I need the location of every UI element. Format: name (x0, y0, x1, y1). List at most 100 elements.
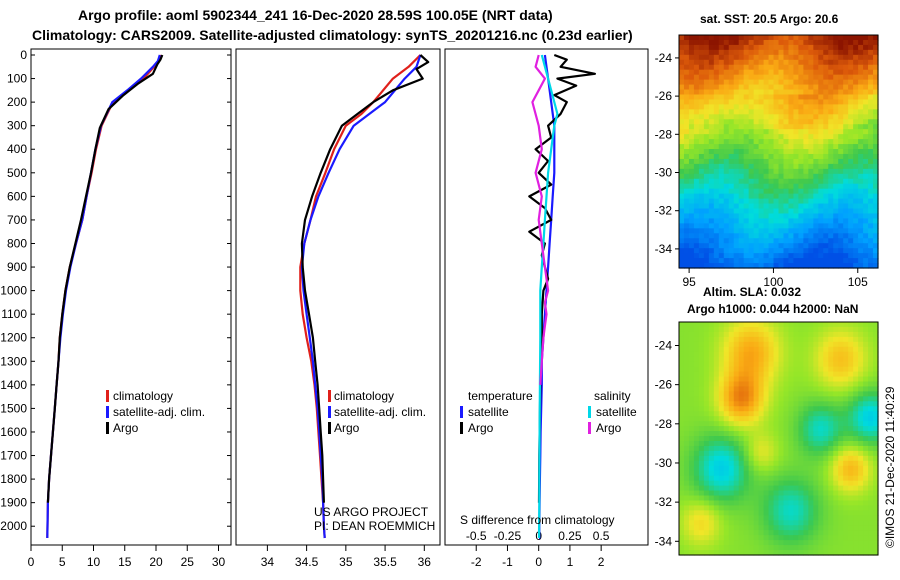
sst-cell (778, 64, 785, 71)
sst-cell (793, 163, 799, 170)
sla-cell (708, 356, 715, 363)
sst-cell (798, 149, 804, 155)
sla-cell (733, 445, 740, 452)
sla-cell (683, 336, 690, 343)
sla-cell (848, 460, 854, 467)
sst-cell (803, 104, 809, 110)
sla-cell (783, 480, 790, 487)
sla-cell (679, 530, 685, 536)
sla-cell (743, 381, 750, 388)
sst-cell (808, 203, 814, 210)
sst-cell (808, 69, 814, 76)
sst-cell (743, 223, 750, 229)
sst-cell (788, 153, 795, 160)
sla-cell (728, 361, 735, 368)
sst-cell (848, 54, 854, 61)
legend-s-argo: Argo (596, 421, 622, 435)
sla-cell (758, 505, 765, 511)
sst-cell (723, 114, 730, 120)
sst-cell (703, 228, 710, 234)
sla-cell (848, 505, 854, 511)
sst-cell (738, 213, 745, 220)
sla-cell (738, 525, 745, 531)
sla-cell (768, 495, 775, 502)
sst-cell (843, 49, 849, 56)
sla-cell (828, 336, 834, 343)
sla-cell (713, 485, 720, 492)
sla-cell (793, 411, 799, 417)
sst-cell (863, 49, 869, 56)
sla-cell (768, 376, 775, 383)
sla-cell (813, 401, 819, 407)
sla-cell (758, 361, 765, 368)
sst-cell (683, 89, 690, 96)
sla-cell (708, 510, 715, 516)
sst-cell (763, 139, 770, 145)
sst-cell (733, 84, 740, 91)
sla-cell (788, 540, 795, 546)
sla-cell (723, 336, 730, 343)
sst-cell (743, 173, 750, 180)
sla-cell (688, 391, 695, 397)
sst-cell (833, 203, 839, 210)
sla-cell (683, 540, 690, 546)
sst-cell (873, 208, 879, 215)
sst-cell (679, 243, 685, 249)
sst-cell (738, 119, 745, 125)
sla-cell (823, 322, 829, 328)
sst-cell (783, 89, 790, 96)
sla-cell (753, 445, 760, 452)
sla-cell (748, 505, 755, 511)
sla-cell (688, 465, 695, 472)
sla-cell (708, 460, 715, 467)
sst-cell (808, 144, 814, 150)
sst-cell (788, 139, 795, 145)
sla-cell (798, 550, 804, 556)
sst-cell (813, 243, 819, 249)
sla-cell (863, 326, 869, 333)
sst-cell (853, 193, 859, 200)
sst-cell (853, 69, 859, 76)
sla-cell (753, 520, 760, 526)
sla-cell (843, 376, 849, 383)
sst-cell (818, 253, 824, 259)
sst-cell (738, 188, 745, 195)
series-argo (46, 54, 164, 503)
sla-cell (713, 460, 720, 467)
sst-cell (683, 193, 690, 200)
sst-cell (873, 64, 879, 71)
sst-cell (679, 153, 685, 160)
sst-cell (708, 208, 715, 215)
sst-cell (853, 228, 859, 234)
sla-cell (703, 505, 710, 511)
sla-cell (733, 341, 740, 348)
sla-cell (718, 545, 725, 551)
sst-cell (843, 158, 849, 165)
sla-cell (763, 450, 770, 457)
sst-cell (753, 218, 760, 224)
sst-cell (698, 263, 705, 269)
sla-cell (863, 445, 869, 452)
sst-cell (758, 94, 765, 101)
sla-cell (793, 485, 799, 492)
sst-cell (708, 263, 715, 269)
sst-cell (733, 178, 740, 185)
sst-cell (778, 193, 785, 200)
sst-map: sat. SST: 20.5 Argo: 20.6 -24-26-28-30-3… (655, 12, 879, 289)
sst-cell (683, 79, 690, 86)
sst-cell (703, 89, 710, 96)
sla-cell (838, 361, 844, 368)
sst-cell (783, 124, 790, 130)
sst-cell (679, 238, 685, 244)
sst-cell (753, 99, 760, 106)
sst-cell (708, 173, 715, 180)
sst-cell (768, 228, 775, 234)
sla-cell (843, 401, 849, 407)
sst-cell (788, 129, 795, 135)
sla-cell (843, 421, 849, 427)
temperature-frame (30, 48, 232, 546)
sla-cell (748, 436, 755, 442)
sst-cell (873, 153, 879, 160)
sst-cell (753, 203, 760, 210)
sst-cell (768, 94, 775, 101)
